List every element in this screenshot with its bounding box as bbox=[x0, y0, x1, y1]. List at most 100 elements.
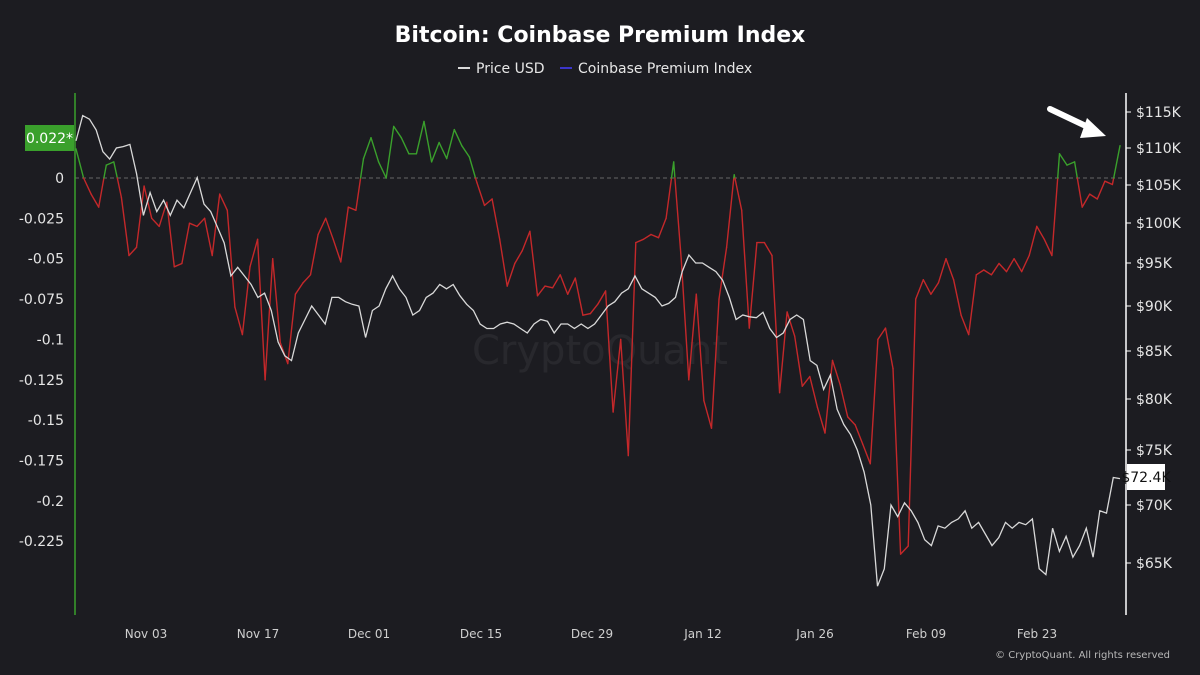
premium-segment bbox=[1076, 177, 1083, 208]
premium-segment bbox=[869, 338, 879, 465]
premium-segment bbox=[377, 161, 387, 179]
premium-segment bbox=[256, 238, 266, 381]
premium-segment bbox=[1058, 153, 1068, 166]
current-premium-label: 0.022* bbox=[26, 131, 73, 147]
premium-segment bbox=[824, 359, 834, 434]
premium-segment bbox=[1036, 225, 1046, 241]
premium-segment bbox=[309, 233, 319, 276]
premium-segment bbox=[423, 120, 433, 163]
watermark: CryptoQuant bbox=[472, 328, 728, 374]
premium-segment bbox=[794, 335, 803, 387]
x-tick-label: Nov 03 bbox=[125, 627, 168, 641]
right-tick-label: $70K bbox=[1136, 498, 1173, 514]
premium-segment bbox=[241, 266, 251, 336]
premium-segment bbox=[801, 375, 811, 387]
premium-segment bbox=[1021, 254, 1030, 273]
legend: Price USD Coinbase Premium Index bbox=[458, 61, 752, 77]
premium-segment bbox=[203, 217, 213, 257]
premium-segment bbox=[393, 125, 402, 139]
premium-segment bbox=[665, 177, 673, 220]
premium-segment bbox=[332, 238, 342, 263]
premium-segment bbox=[847, 416, 856, 426]
right-axis-ticks: $115K $110K $105K $100K $95K $90K $85K $80K $75K… bbox=[1126, 105, 1182, 572]
right-tick-label: $80K bbox=[1136, 392, 1173, 408]
current-premium-badge-bg bbox=[25, 125, 74, 151]
premium-segment bbox=[718, 246, 728, 300]
premium-segment bbox=[839, 383, 849, 418]
premium-segment bbox=[604, 290, 614, 413]
premium-segment bbox=[302, 274, 312, 284]
left-tick-label: -0.15 bbox=[28, 413, 64, 429]
premium-segment bbox=[559, 274, 569, 295]
premium-segment bbox=[317, 217, 327, 236]
premium-segment bbox=[688, 293, 697, 381]
premium-segment bbox=[476, 182, 486, 207]
premium-segment bbox=[975, 269, 985, 276]
premium-segment bbox=[1104, 180, 1114, 186]
premium-segment bbox=[1056, 153, 1061, 179]
premium-segment bbox=[1066, 161, 1076, 166]
premium-segment bbox=[990, 262, 1000, 276]
right-tick-label: $95K bbox=[1136, 256, 1173, 272]
premium-segment bbox=[355, 177, 362, 212]
premium-series bbox=[75, 120, 1121, 555]
x-tick-label: Dec 15 bbox=[460, 627, 502, 641]
premium-segment bbox=[884, 327, 894, 370]
premium-segment bbox=[90, 193, 100, 208]
premium-segment bbox=[703, 400, 713, 429]
premium-segment bbox=[695, 293, 705, 402]
premium-segment bbox=[650, 233, 660, 239]
right-tick-label: $85K bbox=[1136, 344, 1173, 360]
premium-segment bbox=[166, 201, 176, 268]
premium-segment bbox=[128, 246, 138, 257]
premium-segment bbox=[1112, 144, 1121, 179]
premium-segment bbox=[113, 161, 119, 179]
premium-segment bbox=[453, 128, 463, 147]
right-tick-label: $90K bbox=[1136, 299, 1173, 315]
premium-segment bbox=[116, 177, 123, 199]
premium-segment bbox=[892, 367, 902, 555]
premium-segment bbox=[945, 258, 955, 281]
chart-title: Bitcoin: Coinbase Premium Index bbox=[395, 23, 806, 48]
left-axis-ticks: 0 -0.025 -0.05 -0.075 -0.1 -0.125 -0.15 -0.175 -… bbox=[19, 171, 64, 550]
premium-segment bbox=[710, 298, 720, 429]
premium-segment bbox=[786, 311, 796, 337]
premium-segment bbox=[831, 359, 841, 386]
premium-segment bbox=[521, 230, 531, 252]
premium-segment bbox=[1096, 180, 1106, 200]
premium-segment bbox=[597, 290, 607, 305]
right-tick-label: $105K bbox=[1136, 178, 1182, 194]
premium-segment bbox=[287, 293, 297, 365]
premium-segment bbox=[1028, 225, 1038, 257]
premium-segment bbox=[748, 241, 758, 329]
premium-segment bbox=[734, 177, 743, 212]
left-tick-label: -0.075 bbox=[19, 292, 64, 308]
current-premium-badge: 0.022* bbox=[25, 125, 74, 151]
premium-segment bbox=[574, 277, 584, 316]
premium-segment bbox=[483, 198, 493, 207]
premium-segment bbox=[922, 279, 932, 295]
arrow-annotation bbox=[1047, 106, 1106, 138]
premium-segment bbox=[1013, 258, 1023, 273]
premium-segment bbox=[438, 141, 448, 160]
premium-segment bbox=[158, 201, 168, 228]
premium-segment bbox=[97, 177, 105, 208]
arrow-head bbox=[1080, 118, 1106, 138]
premium-segment bbox=[340, 206, 349, 263]
premium-segment bbox=[968, 274, 977, 336]
premium-segment bbox=[930, 282, 940, 295]
premium-segment bbox=[150, 217, 160, 228]
premium-segment bbox=[983, 269, 993, 276]
premium-segment bbox=[635, 238, 645, 244]
premium-segment bbox=[536, 285, 546, 297]
left-tick-label: -0.175 bbox=[19, 453, 64, 469]
premium-segment bbox=[226, 209, 236, 308]
premium-segment bbox=[1081, 193, 1091, 208]
premium-segment bbox=[325, 217, 334, 241]
premium-segment bbox=[725, 177, 735, 249]
premium-segment bbox=[657, 217, 667, 239]
premium-segment bbox=[960, 314, 970, 336]
right-tick-label: $110K bbox=[1136, 141, 1182, 157]
current-price-badge-bg bbox=[1127, 464, 1165, 490]
